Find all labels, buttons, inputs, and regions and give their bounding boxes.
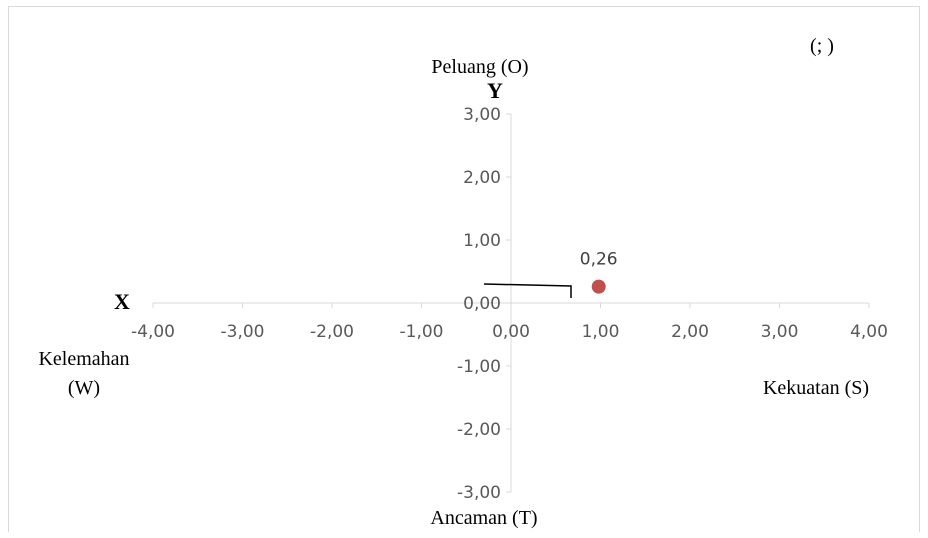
x-tick-label: 2,00 bbox=[671, 322, 709, 342]
x-tick-label: 0,00 bbox=[492, 322, 530, 342]
y-tick-label: -3,00 bbox=[457, 483, 501, 503]
x-tick-label: -2,00 bbox=[310, 322, 354, 342]
x-tick-label: 3,00 bbox=[761, 322, 799, 342]
y-tick-label: 1,00 bbox=[463, 231, 501, 251]
x-tick-label: -1,00 bbox=[400, 322, 444, 342]
coord-note: (; ) bbox=[810, 35, 834, 57]
label-peluang: Peluang (O) bbox=[431, 56, 528, 78]
label-y-axis: Y bbox=[487, 78, 503, 103]
chart-frame bbox=[8, 6, 920, 532]
x-tick-label: 4,00 bbox=[850, 322, 888, 342]
label-kekuatan: Kekuatan (S) bbox=[763, 377, 869, 399]
data-point bbox=[591, 279, 606, 294]
y-tick-label: -1,00 bbox=[457, 357, 501, 377]
data-points: 0,26 bbox=[580, 250, 618, 294]
data-label: 0,26 bbox=[580, 250, 618, 270]
label-kelemahan: Kelemahan bbox=[38, 348, 129, 370]
label-ancaman: Ancaman (T) bbox=[430, 507, 537, 529]
label-x-axis: X bbox=[114, 289, 130, 314]
y-tick-label: -2,00 bbox=[457, 420, 501, 440]
tick-labels: -4,00 -3,00 -2,00 -1,00 0,00 1,00 2,00 3,00 4,00… bbox=[131, 105, 888, 503]
x-tick-label: -4,00 bbox=[131, 322, 175, 342]
x-tick-label: 1,00 bbox=[582, 322, 620, 342]
label-w: (W) bbox=[68, 377, 100, 399]
x-tick-label: -3,00 bbox=[221, 322, 265, 342]
callout-bracket bbox=[483, 283, 572, 298]
y-tick-label: 3,00 bbox=[463, 105, 501, 125]
y-tick-label: 0,00 bbox=[463, 294, 501, 314]
axes bbox=[152, 113, 870, 493]
y-tick-label: 2,00 bbox=[463, 168, 501, 188]
